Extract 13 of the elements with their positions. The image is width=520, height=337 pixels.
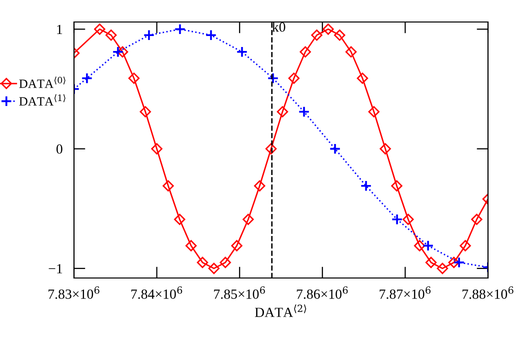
x-axis-title: DATA$^{⟨2⟩}$ bbox=[254, 304, 306, 317]
y-tick-label: 1 bbox=[57, 24, 62, 34]
x-tick-label: 7.88×10$^{6}$ bbox=[462, 286, 514, 299]
legend-label: DATA$^{⟨0⟩}$ bbox=[19, 76, 66, 88]
x-tick-label: 7.85×10$^{6}$ bbox=[214, 286, 265, 299]
x-tick-label: 7.87×10$^{6}$ bbox=[380, 286, 431, 299]
y-tick-label: 0 bbox=[56, 144, 62, 154]
x-tick-label: 7.86×10$^{6}$ bbox=[296, 286, 348, 299]
x-tick-label: 7.84×10$^{6}$ bbox=[131, 286, 182, 299]
ref-line-label: k0 bbox=[272, 22, 286, 32]
y-tick-label: −1 bbox=[48, 264, 62, 274]
x-tick-label: 7.83×10$^{6}$ bbox=[48, 286, 100, 299]
legend-label: DATA$^{⟨1⟩}$ bbox=[19, 94, 66, 106]
